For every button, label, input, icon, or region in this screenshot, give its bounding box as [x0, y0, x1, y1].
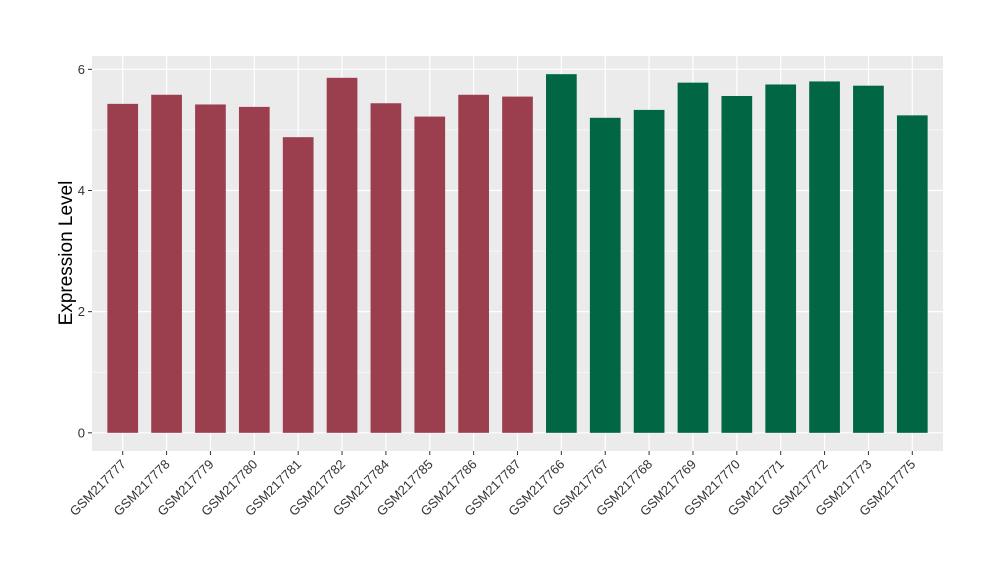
- bar-GSM217781: [282, 137, 314, 433]
- bars: [107, 74, 928, 433]
- bar-GSM217778: [151, 94, 182, 433]
- bar-GSM217772: [809, 81, 840, 433]
- y-axis: 0 2 4 6: [78, 62, 92, 440]
- bar-GSM217771: [765, 84, 797, 433]
- y-tick-label: 6: [78, 62, 85, 77]
- y-tick-label: 2: [78, 304, 85, 319]
- bar-GSM217770: [721, 95, 753, 433]
- y-tick-label: 4: [78, 183, 85, 198]
- bar-GSM217786: [458, 94, 489, 433]
- bar-GSM217780: [238, 106, 270, 433]
- bar-GSM217767: [589, 117, 621, 433]
- bar-GSM217782: [326, 77, 358, 433]
- bar-GSM217773: [853, 85, 884, 433]
- bar-GSM217784: [370, 103, 402, 433]
- bar-GSM217775: [896, 115, 928, 433]
- bar-GSM217777: [107, 103, 139, 433]
- bar-GSM217787: [502, 96, 533, 433]
- bar-GSM217766: [546, 74, 577, 433]
- y-axis-title: Expression Level: [56, 181, 77, 326]
- x-axis: GSM217777GSM217778GSM217779GSM217780GSM2…: [67, 451, 918, 519]
- bar-GSM217779: [195, 104, 226, 433]
- bar-GSM217768: [633, 109, 665, 433]
- bar-GSM217785: [414, 116, 446, 433]
- bar-GSM217769: [677, 82, 709, 433]
- y-tick-label: 0: [78, 425, 85, 440]
